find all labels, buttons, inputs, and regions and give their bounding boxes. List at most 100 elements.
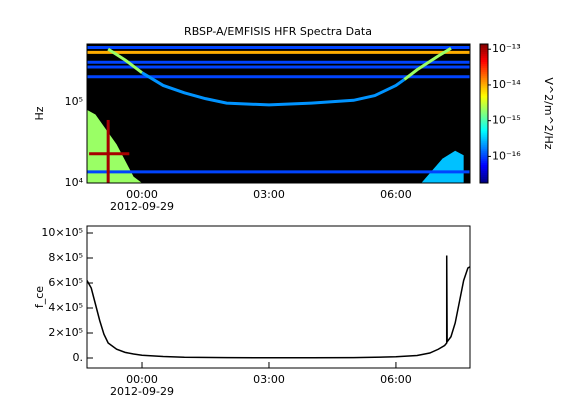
x-date-label: 2012-09-29 (110, 385, 174, 398)
colorbar-cell (480, 69, 488, 73)
x-tick-label: 00:00 (126, 188, 158, 201)
colorbar-cell (480, 91, 488, 95)
colorbar-cell (480, 113, 488, 116)
colorbar-cell (480, 143, 488, 146)
colorbar-tick-label: 10⁻¹⁵ (492, 114, 521, 127)
colorbar-cell (480, 101, 488, 105)
colorbar-cell (480, 67, 488, 71)
y-tick-label: 2×10⁵ (48, 326, 83, 339)
plot-frame (86, 43, 471, 184)
colorbar-cell (480, 127, 488, 130)
colorbar-cell (480, 149, 488, 152)
colorbar-cell (480, 103, 488, 107)
colorbar-cell (480, 107, 488, 111)
colorbar-cell (480, 155, 488, 158)
y-axis-label: f_ce (33, 286, 46, 308)
x-tick-label: 03:00 (253, 373, 285, 386)
emission-patch (87, 109, 143, 183)
colorbar-cell (480, 93, 488, 97)
colorbar-cell (480, 181, 488, 184)
colorbar-cell (480, 89, 488, 93)
x-tick-label: 06:00 (380, 373, 412, 386)
colorbar-cell (480, 165, 488, 168)
colorbar-cell (480, 177, 488, 180)
colorbar-cell (480, 139, 488, 142)
line-series (87, 255, 470, 359)
colorbar-cell (480, 163, 488, 166)
colorbar-cell (480, 77, 488, 81)
spectral-trace (141, 71, 406, 107)
colorbar-cell (480, 117, 488, 120)
colorbar-cell (480, 97, 488, 101)
plot-frame (86, 225, 471, 369)
emission-patch (421, 150, 464, 183)
colorbar-cell (480, 137, 488, 140)
colorbar-cell (480, 129, 488, 132)
colorbar-cell (480, 151, 488, 154)
colorbar-cell (480, 147, 488, 150)
x-date-label: 2012-09-29 (110, 200, 174, 213)
colorbar-cell (480, 59, 488, 63)
x-tick-label: 06:00 (380, 188, 412, 201)
spectral-trace (403, 47, 452, 81)
colorbar-cell (480, 75, 488, 79)
colorbar-cell (480, 73, 488, 77)
colorbar-cell (480, 169, 488, 172)
colorbar-cell (480, 83, 488, 87)
colorbar-cell (480, 153, 488, 156)
colorbar-cell (480, 111, 488, 114)
y-tick-label: 10⁵ (65, 95, 83, 108)
y-tick-label: 6×10⁵ (48, 276, 83, 289)
colorbar-cell (480, 51, 488, 55)
colorbar-cell (480, 123, 488, 126)
y-tick-label: 4×10⁵ (48, 301, 83, 314)
colorbar-cell (480, 159, 488, 162)
colorbar-cell (480, 79, 488, 83)
colorbar-cell (480, 135, 488, 138)
colorbar-cell (480, 171, 488, 174)
colorbar-cell (480, 99, 488, 103)
colorbar-cell (480, 119, 488, 122)
y-tick-label: 10⁴ (65, 176, 84, 189)
x-tick-label: 00:00 (126, 373, 158, 386)
colorbar-cell (480, 81, 488, 85)
colorbar-cell (480, 109, 488, 113)
colorbar-cell (480, 121, 488, 124)
colorbar-tick-label: 10⁻¹³ (492, 42, 521, 55)
colorbar-cell (480, 87, 488, 91)
colorbar-cell (480, 85, 488, 89)
colorbar-tick-label: 10⁻¹⁴ (492, 78, 521, 91)
colorbar-cell (480, 95, 488, 99)
y-tick-label: 0. (73, 351, 84, 364)
colorbar-cell (480, 115, 488, 118)
plot-area (87, 255, 470, 359)
colorbar-cell (480, 57, 488, 61)
colorbar-cell (480, 175, 488, 178)
y-tick-label: 8×10⁵ (48, 251, 83, 264)
colorbar-cell (480, 47, 488, 51)
colorbar-cell (480, 173, 488, 176)
colorbar-cell (480, 179, 488, 182)
colorbar-cell (480, 53, 488, 57)
x-tick-label: 03:00 (253, 188, 285, 201)
spectral-trace (107, 47, 143, 74)
plot-background (87, 44, 470, 183)
plot-area (87, 44, 470, 183)
colorbar-cell (480, 131, 488, 134)
colorbar-cell (480, 141, 488, 144)
colorbar-cell (480, 45, 488, 49)
colorbar-cell (480, 157, 488, 160)
y-axis-label: Hz (33, 106, 46, 120)
colorbar-frame (479, 43, 489, 184)
colorbar-label: V^2/m^2/Hz (542, 77, 555, 149)
colorbar-cell (480, 133, 488, 136)
colorbar-cell (480, 161, 488, 164)
colorbar-tick-label: 10⁻¹⁶ (492, 149, 521, 162)
colorbar-cell (480, 105, 488, 109)
colorbar-cell (480, 63, 488, 67)
colorbar-cell (480, 71, 488, 75)
colorbar-cell (480, 145, 488, 148)
colorbar-cell (480, 125, 488, 128)
colorbar-cell (480, 61, 488, 65)
